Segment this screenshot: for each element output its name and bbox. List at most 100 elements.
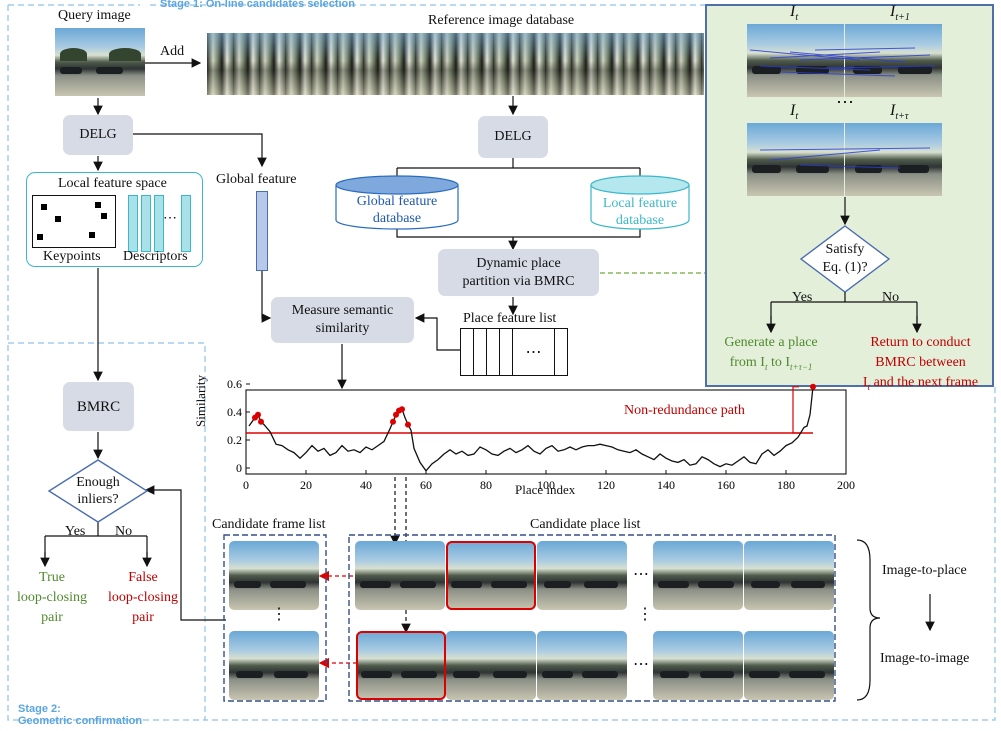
candidate-place-image (537, 541, 627, 610)
panel-image-itt (845, 123, 942, 196)
inliers-no: No (115, 524, 133, 539)
x-tick-label: 100 (537, 478, 555, 492)
brace (856, 539, 881, 701)
y-tick-label: 0.6 (227, 377, 242, 391)
local-feature-space (26, 172, 203, 267)
place-dots: ⋯ (633, 566, 649, 583)
chart-ylabel: Similarity (193, 375, 208, 427)
panel-image-it-a (747, 24, 844, 97)
panel-yes: Yes (792, 290, 813, 305)
frame-vdots: ⋮ (271, 606, 287, 623)
keypoints-label: Keypoints (43, 249, 101, 264)
descriptor-bar (141, 195, 151, 252)
x-tick-label: 200 (837, 478, 855, 492)
place-vdots: ⋮ (637, 606, 653, 623)
candidate-place-image-selected (446, 541, 536, 610)
chart-xlabel: Place index (515, 482, 576, 497)
return-bmrc-label: Return to conduct BMRC between It and th… (862, 335, 979, 392)
y-tick-label: 0.2 (227, 433, 242, 447)
place-feature-list-title: Place feature list (463, 311, 557, 326)
candidate-place-image (537, 631, 627, 700)
panel-label-it1: It+1 (890, 3, 910, 24)
measure-similarity-box: Measure semantic similarity (271, 297, 414, 343)
descriptor-bar (154, 195, 164, 252)
non-redundance-bracket (792, 386, 799, 434)
highlight-point (390, 418, 396, 425)
delg-left-box: DELG (63, 115, 133, 155)
candidate-place-image (744, 631, 834, 700)
highlight-point (393, 411, 399, 418)
y-tick-label: 0.4 (227, 405, 242, 419)
highlight-point (405, 421, 411, 428)
x-tick-label: 60 (420, 478, 432, 492)
panel-vdots: ⋯ (836, 92, 854, 112)
keypoints-map (32, 195, 116, 248)
candidate-place-image (653, 631, 743, 700)
chart-annotation: Non-redundance path (624, 403, 745, 418)
y-tick-label: 0 (236, 461, 242, 475)
descriptor-bar (181, 195, 191, 252)
highlight-point (258, 418, 264, 425)
candidate-place-image (446, 631, 536, 700)
inliers-question: Enough inliers? (76, 475, 120, 507)
local-space-title: Local feature space (58, 176, 167, 191)
descriptor-dots: ⋯ (163, 211, 177, 226)
candidate-place-frame (348, 534, 836, 702)
chart-frame (245, 389, 847, 475)
candidate-frame-frame (223, 534, 327, 702)
x-tick-label: 40 (360, 478, 372, 492)
similarity-line (248, 386, 814, 472)
panel-no: No (882, 290, 900, 305)
stage2-label: Stage 2: Geometric confirmation (18, 703, 143, 727)
global-feature-bar (256, 191, 268, 271)
candidate-frame-image (229, 541, 319, 610)
reference-title: Reference image database (428, 13, 575, 28)
global-feature-label: Global feature (216, 172, 297, 187)
x-tick-label: 20 (300, 478, 312, 492)
stage1-frame (150, 4, 996, 721)
candidate-frame-image (229, 631, 319, 700)
inliers-yes: Yes (65, 524, 86, 539)
place-dots: ⋯ (633, 656, 649, 673)
stage2-frame (7, 342, 206, 721)
local-db-label: Local feature database (602, 196, 678, 228)
x-tick-label: 160 (717, 478, 735, 492)
delg-right-box: DELG (478, 116, 548, 158)
panel-label-it-b: It (790, 102, 799, 123)
highlight-point (810, 383, 816, 390)
image-to-image-label: Image-to-image (880, 651, 970, 666)
x-tick-label: 140 (657, 478, 675, 492)
candidate-place-image (653, 541, 743, 610)
x-tick-label: 120 (597, 478, 615, 492)
add-label: Add (160, 44, 185, 59)
x-tick-label: 0 (243, 478, 249, 492)
candidate-place-image (744, 541, 834, 610)
x-tick-label: 80 (480, 478, 492, 492)
true-pair-label: True loop-closing pair (17, 570, 87, 625)
image-to-place-label: Image-to-place (882, 563, 967, 578)
query-image-title: Query image (58, 8, 131, 23)
global-db-label: Global feature database (356, 194, 438, 226)
highlight-point (255, 411, 261, 418)
panel-label-itt: It+τ (890, 102, 909, 123)
panel-label-it-a: It (790, 3, 799, 24)
false-pair-label: False loop-closing pair (108, 570, 178, 625)
candidate-place-image (355, 541, 445, 610)
query-image (55, 28, 145, 96)
highlight-point (399, 406, 405, 413)
reference-image-strip (207, 33, 704, 95)
x-tick-label: 180 (777, 478, 795, 492)
panel-image-it-b (747, 123, 844, 196)
place-feature-list: ⋯ (460, 328, 568, 376)
candidate-frame-title: Candidate frame list (212, 517, 326, 532)
candidate-place-title: Candidate place list (530, 517, 641, 532)
generate-place-label: Generate a place from It to It+τ−1 (724, 335, 818, 372)
bmrc-left-box: BMRC (63, 382, 134, 431)
satisfy-question: Satisfy Eq. (1)? (822, 242, 868, 275)
stage1-label: Stage 1: On-line candidates selection (160, 0, 355, 10)
